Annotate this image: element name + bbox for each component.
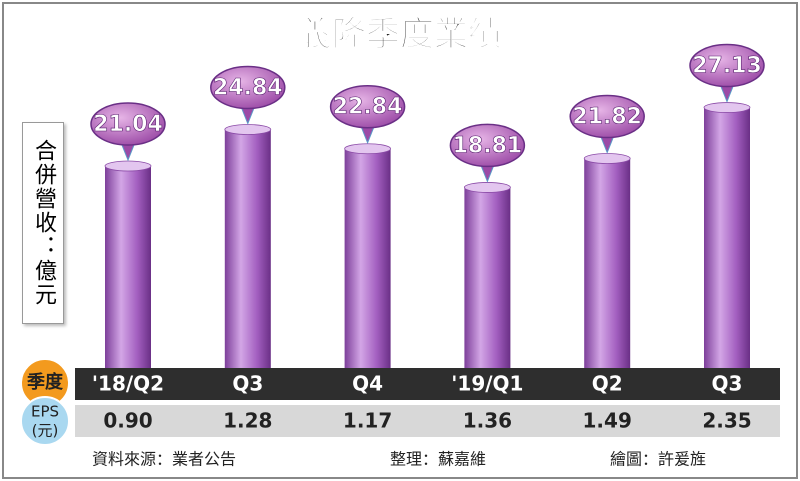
x-tick-label: Q4 xyxy=(352,372,383,396)
footer-source: 資料來源：業者公告 xyxy=(92,450,236,469)
bar-cap xyxy=(703,102,751,113)
value-label: 22.84 xyxy=(333,95,403,120)
bar-cap xyxy=(463,182,511,193)
value-label: 21.04 xyxy=(93,112,163,137)
eps-value: 1.36 xyxy=(463,409,512,433)
bar xyxy=(464,187,511,368)
chart-title: 義隆季度業績 xyxy=(298,15,502,55)
x-tick-label: '19/Q1 xyxy=(451,372,523,396)
value-label: 27.13 xyxy=(692,54,762,79)
y-axis-label: 合併營收：億元 xyxy=(22,122,64,324)
bar-cap xyxy=(224,124,272,135)
value-bubble xyxy=(449,123,526,168)
value-bubble xyxy=(329,84,406,129)
bar xyxy=(584,158,631,368)
x-tick-label: Q2 xyxy=(592,372,623,396)
bar xyxy=(704,107,750,368)
eps-value: 1.28 xyxy=(223,409,272,433)
eps-row-label: EPS xyxy=(31,403,59,421)
eps-row-label: (元) xyxy=(32,422,59,440)
value-bubble xyxy=(90,102,166,146)
x-tick-label: Q3 xyxy=(712,372,743,396)
bar-cap xyxy=(104,160,152,172)
value-bubble xyxy=(689,43,765,88)
eps-value: 2.35 xyxy=(702,409,751,433)
footer-editor: 整理：蘇嘉維 xyxy=(390,450,486,469)
value-bubble xyxy=(569,94,645,139)
bar xyxy=(105,166,151,368)
eps-value: 1.17 xyxy=(343,409,392,433)
bar xyxy=(344,148,391,368)
x-tick-label: '18/Q2 xyxy=(92,372,164,396)
category-row-label: 季度 xyxy=(27,371,64,393)
bar xyxy=(224,129,271,368)
bar-cap xyxy=(344,143,392,155)
eps-value: 1.49 xyxy=(583,409,632,433)
value-label: 18.81 xyxy=(453,133,523,158)
value-label: 21.82 xyxy=(572,105,642,130)
value-label: 24.84 xyxy=(213,76,283,101)
category-band xyxy=(75,368,780,400)
footer-artist: 繪圖：許爰旌 xyxy=(610,450,706,469)
eps-band xyxy=(75,405,780,437)
eps-value: 0.90 xyxy=(103,409,152,433)
eps-badge xyxy=(20,396,70,446)
value-bubble xyxy=(210,65,286,110)
bar-cap xyxy=(583,153,631,164)
x-tick-label: Q3 xyxy=(232,372,263,396)
